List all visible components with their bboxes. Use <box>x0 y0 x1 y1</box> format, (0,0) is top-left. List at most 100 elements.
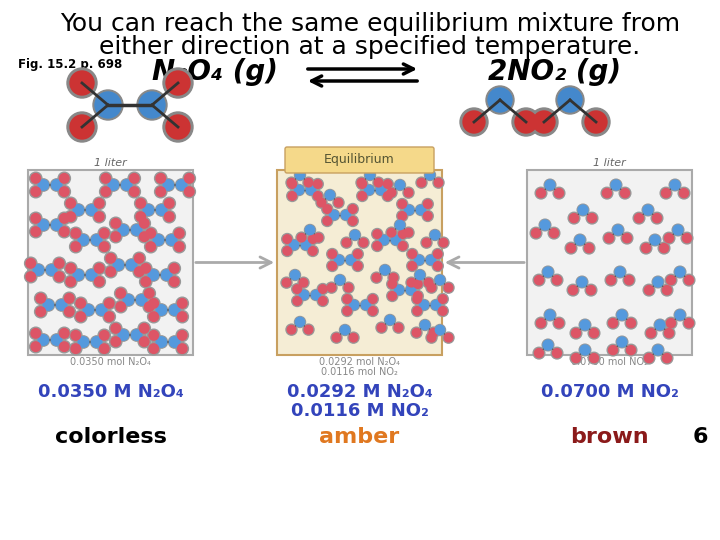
Circle shape <box>685 275 693 285</box>
Circle shape <box>388 272 399 283</box>
Circle shape <box>35 306 47 318</box>
Circle shape <box>423 277 434 288</box>
Circle shape <box>675 310 685 320</box>
Circle shape <box>548 227 560 239</box>
Circle shape <box>606 275 616 285</box>
Circle shape <box>283 247 292 255</box>
Circle shape <box>176 310 189 323</box>
Circle shape <box>427 333 436 342</box>
Circle shape <box>583 242 595 254</box>
Circle shape <box>135 267 144 276</box>
Circle shape <box>443 332 454 343</box>
Circle shape <box>387 279 397 289</box>
Circle shape <box>164 199 174 208</box>
Circle shape <box>576 276 588 288</box>
Circle shape <box>104 312 114 321</box>
Circle shape <box>31 227 40 237</box>
Circle shape <box>295 170 305 180</box>
Circle shape <box>70 71 94 95</box>
Circle shape <box>343 307 351 315</box>
Circle shape <box>578 205 588 215</box>
Circle shape <box>681 232 693 244</box>
Circle shape <box>420 320 431 330</box>
Circle shape <box>395 285 404 295</box>
Circle shape <box>109 322 122 334</box>
Circle shape <box>296 232 307 243</box>
Circle shape <box>543 267 553 277</box>
Circle shape <box>387 188 396 197</box>
Circle shape <box>33 265 44 275</box>
Circle shape <box>37 334 50 346</box>
Circle shape <box>542 266 554 278</box>
Circle shape <box>413 292 422 300</box>
Circle shape <box>411 327 422 338</box>
Circle shape <box>398 230 407 238</box>
Circle shape <box>99 172 112 185</box>
Circle shape <box>408 279 415 287</box>
Circle shape <box>163 112 193 142</box>
Circle shape <box>376 322 387 333</box>
Circle shape <box>372 273 381 282</box>
Circle shape <box>314 233 323 242</box>
Circle shape <box>358 237 369 248</box>
Circle shape <box>431 300 441 310</box>
Circle shape <box>31 214 40 223</box>
Circle shape <box>138 322 150 334</box>
Circle shape <box>436 325 445 335</box>
Circle shape <box>114 300 127 313</box>
Circle shape <box>31 173 40 183</box>
Circle shape <box>301 240 310 249</box>
Circle shape <box>71 344 81 353</box>
Circle shape <box>333 197 344 208</box>
Circle shape <box>313 180 322 188</box>
Circle shape <box>101 173 110 183</box>
Circle shape <box>603 188 611 198</box>
Circle shape <box>429 230 441 240</box>
Circle shape <box>665 234 673 242</box>
Circle shape <box>625 317 637 329</box>
Circle shape <box>326 282 337 293</box>
Circle shape <box>395 179 405 191</box>
Circle shape <box>67 112 97 142</box>
Circle shape <box>183 185 195 198</box>
Bar <box>28 170 193 355</box>
Circle shape <box>37 179 50 191</box>
Circle shape <box>342 238 351 247</box>
Circle shape <box>683 274 695 286</box>
Circle shape <box>108 180 119 190</box>
Circle shape <box>24 271 37 283</box>
Text: 0.0116 mol NO₂: 0.0116 mol NO₂ <box>321 367 398 377</box>
Circle shape <box>373 242 382 250</box>
Circle shape <box>390 273 397 282</box>
Circle shape <box>109 217 122 230</box>
Circle shape <box>661 284 673 296</box>
Circle shape <box>163 211 176 223</box>
Circle shape <box>313 232 324 243</box>
Circle shape <box>616 309 628 321</box>
Circle shape <box>99 242 109 252</box>
Circle shape <box>565 242 577 254</box>
Circle shape <box>37 219 50 231</box>
Circle shape <box>667 319 675 328</box>
Circle shape <box>373 230 382 238</box>
Circle shape <box>533 111 555 133</box>
Circle shape <box>341 210 351 220</box>
Circle shape <box>104 299 114 308</box>
Circle shape <box>416 177 427 188</box>
Circle shape <box>318 284 328 295</box>
Circle shape <box>98 329 110 341</box>
Circle shape <box>30 327 42 340</box>
Circle shape <box>439 238 448 247</box>
Circle shape <box>76 299 86 308</box>
Circle shape <box>93 197 105 210</box>
Circle shape <box>349 230 361 240</box>
Circle shape <box>82 304 94 316</box>
Circle shape <box>375 185 387 195</box>
Circle shape <box>322 204 333 214</box>
Circle shape <box>135 197 147 210</box>
Circle shape <box>384 180 392 188</box>
Circle shape <box>76 312 86 321</box>
Circle shape <box>94 212 104 221</box>
Circle shape <box>30 185 42 198</box>
Circle shape <box>138 231 150 243</box>
